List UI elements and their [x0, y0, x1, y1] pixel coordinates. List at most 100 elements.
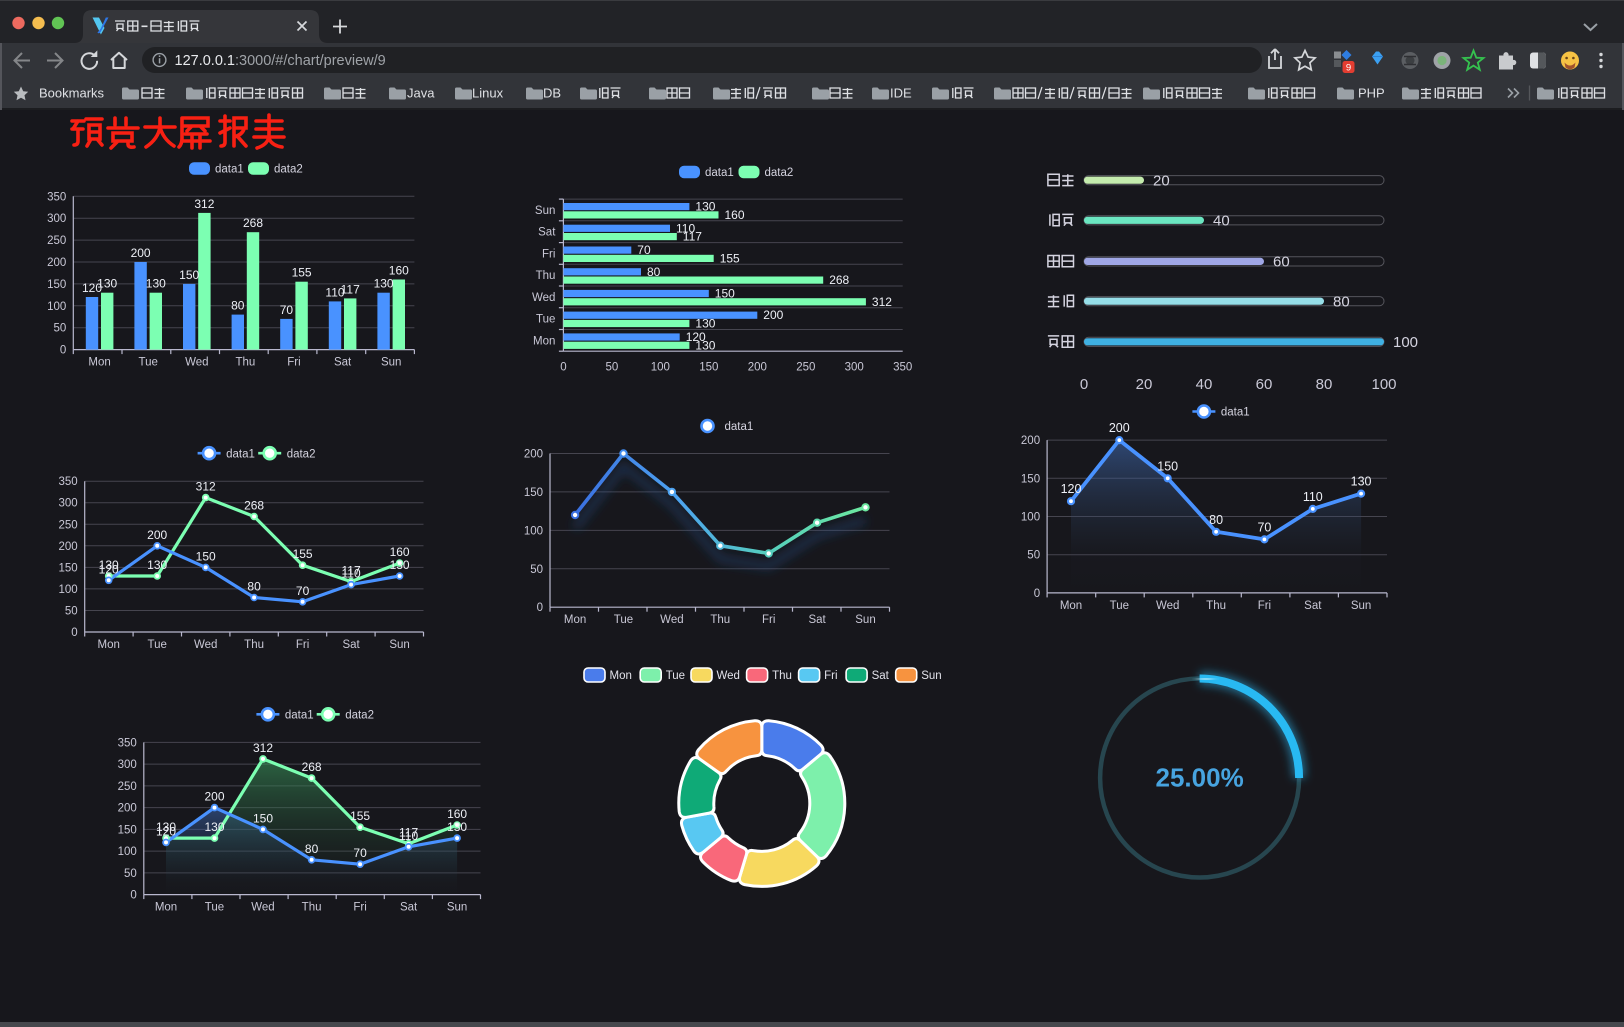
svg-text:130: 130: [146, 277, 166, 291]
svg-text:350: 350: [118, 737, 137, 749]
svg-text:150: 150: [524, 487, 543, 499]
svg-text:300: 300: [845, 362, 864, 374]
svg-text:50: 50: [1027, 550, 1040, 562]
svg-text:Tue: Tue: [148, 639, 167, 651]
svg-text:0: 0: [130, 890, 136, 902]
svg-text:Wed: Wed: [532, 292, 555, 304]
svg-text:150: 150: [118, 824, 137, 836]
svg-text:Sat: Sat: [538, 227, 556, 239]
svg-text:Wed: Wed: [185, 357, 208, 369]
svg-text:Mon: Mon: [1060, 600, 1082, 612]
svg-text:100: 100: [524, 525, 543, 537]
svg-text:200: 200: [1021, 435, 1040, 447]
svg-text:100: 100: [118, 846, 137, 858]
svg-text:Sun: Sun: [447, 902, 467, 914]
svg-text:Fri: Fri: [296, 639, 309, 651]
svg-text:DB: DB: [543, 86, 561, 101]
svg-text:80: 80: [1316, 376, 1333, 393]
svg-text:Mon: Mon: [533, 335, 555, 347]
svg-text:Bookmarks: Bookmarks: [39, 86, 105, 101]
svg-text:Sun: Sun: [389, 639, 409, 651]
svg-text:Tue: Tue: [536, 314, 555, 326]
svg-text:130: 130: [99, 558, 119, 572]
svg-text:200: 200: [59, 541, 78, 553]
svg-text:160: 160: [447, 807, 467, 821]
svg-text:100: 100: [47, 301, 66, 313]
svg-text:80: 80: [231, 299, 245, 313]
svg-text:Linux: Linux: [472, 86, 504, 101]
svg-text:200: 200: [524, 449, 543, 461]
svg-text:50: 50: [606, 362, 619, 374]
svg-text:100: 100: [59, 584, 78, 596]
svg-text:data2: data2: [274, 164, 303, 176]
svg-text:300: 300: [118, 759, 137, 771]
svg-text:Thu: Thu: [772, 670, 792, 682]
svg-text:117: 117: [399, 826, 418, 840]
svg-text:160: 160: [389, 264, 409, 278]
svg-text:Mon: Mon: [98, 639, 120, 651]
svg-text:70: 70: [353, 846, 367, 860]
svg-text:Tue: Tue: [1110, 600, 1129, 612]
svg-text:60: 60: [1273, 254, 1290, 271]
svg-text:Sat: Sat: [872, 670, 890, 682]
svg-text:0: 0: [1080, 376, 1088, 393]
svg-text:Tue: Tue: [139, 357, 158, 369]
svg-text:Sun: Sun: [1351, 600, 1371, 612]
svg-text:Fri: Fri: [353, 902, 366, 914]
svg-text:130: 130: [390, 558, 410, 572]
svg-text:Thu: Thu: [1206, 600, 1226, 612]
svg-text:200: 200: [118, 803, 137, 815]
svg-text:50: 50: [54, 323, 67, 335]
svg-text:200: 200: [131, 246, 151, 260]
svg-text:data1: data1: [1221, 407, 1250, 419]
svg-text:Thu: Thu: [536, 270, 556, 282]
svg-text:150: 150: [715, 287, 735, 301]
svg-text:70: 70: [637, 243, 651, 257]
svg-text:50: 50: [530, 564, 543, 576]
svg-text:300: 300: [59, 498, 78, 510]
svg-text:Sat: Sat: [342, 639, 360, 651]
svg-text:80: 80: [647, 265, 661, 279]
svg-text:data1: data1: [705, 167, 734, 179]
svg-text:data2: data2: [345, 710, 374, 722]
svg-text:250: 250: [796, 362, 815, 374]
svg-text:Tue: Tue: [614, 614, 633, 626]
svg-text:80: 80: [247, 580, 261, 594]
svg-text:Sat: Sat: [808, 614, 826, 626]
svg-text:155: 155: [720, 251, 740, 265]
svg-text:155: 155: [293, 547, 313, 561]
svg-text:50: 50: [124, 868, 137, 880]
svg-text:120: 120: [156, 824, 176, 838]
svg-text:Thu: Thu: [244, 639, 264, 651]
svg-text:350: 350: [59, 476, 78, 488]
svg-text:60: 60: [1256, 376, 1273, 393]
svg-text:312: 312: [194, 197, 214, 211]
svg-text:Mon: Mon: [155, 902, 177, 914]
svg-text:117: 117: [341, 282, 360, 296]
svg-text:data1: data1: [285, 710, 314, 722]
svg-text:50: 50: [65, 606, 78, 618]
svg-text:130: 130: [204, 820, 224, 834]
svg-text:160: 160: [725, 208, 745, 222]
svg-text:250: 250: [47, 235, 66, 247]
svg-text:data1: data1: [725, 421, 754, 433]
svg-text:350: 350: [893, 362, 912, 374]
svg-text:120: 120: [1061, 482, 1082, 496]
svg-text:130: 130: [695, 317, 715, 331]
svg-text:Wed: Wed: [251, 902, 274, 914]
svg-text:Wed: Wed: [717, 670, 740, 682]
svg-text:PHP: PHP: [1358, 86, 1385, 101]
svg-text:Wed: Wed: [194, 639, 217, 651]
svg-text:0: 0: [560, 362, 566, 374]
svg-text:250: 250: [118, 781, 137, 793]
svg-text:200: 200: [748, 362, 767, 374]
svg-text:200: 200: [763, 308, 783, 322]
svg-text:120: 120: [686, 330, 706, 344]
svg-text:150: 150: [59, 562, 78, 574]
svg-text:0: 0: [537, 602, 543, 614]
svg-text:155: 155: [350, 809, 370, 823]
svg-text:150: 150: [253, 811, 273, 825]
svg-text:Mon: Mon: [88, 357, 110, 369]
svg-text:150: 150: [47, 279, 66, 291]
svg-text:110: 110: [342, 567, 361, 581]
